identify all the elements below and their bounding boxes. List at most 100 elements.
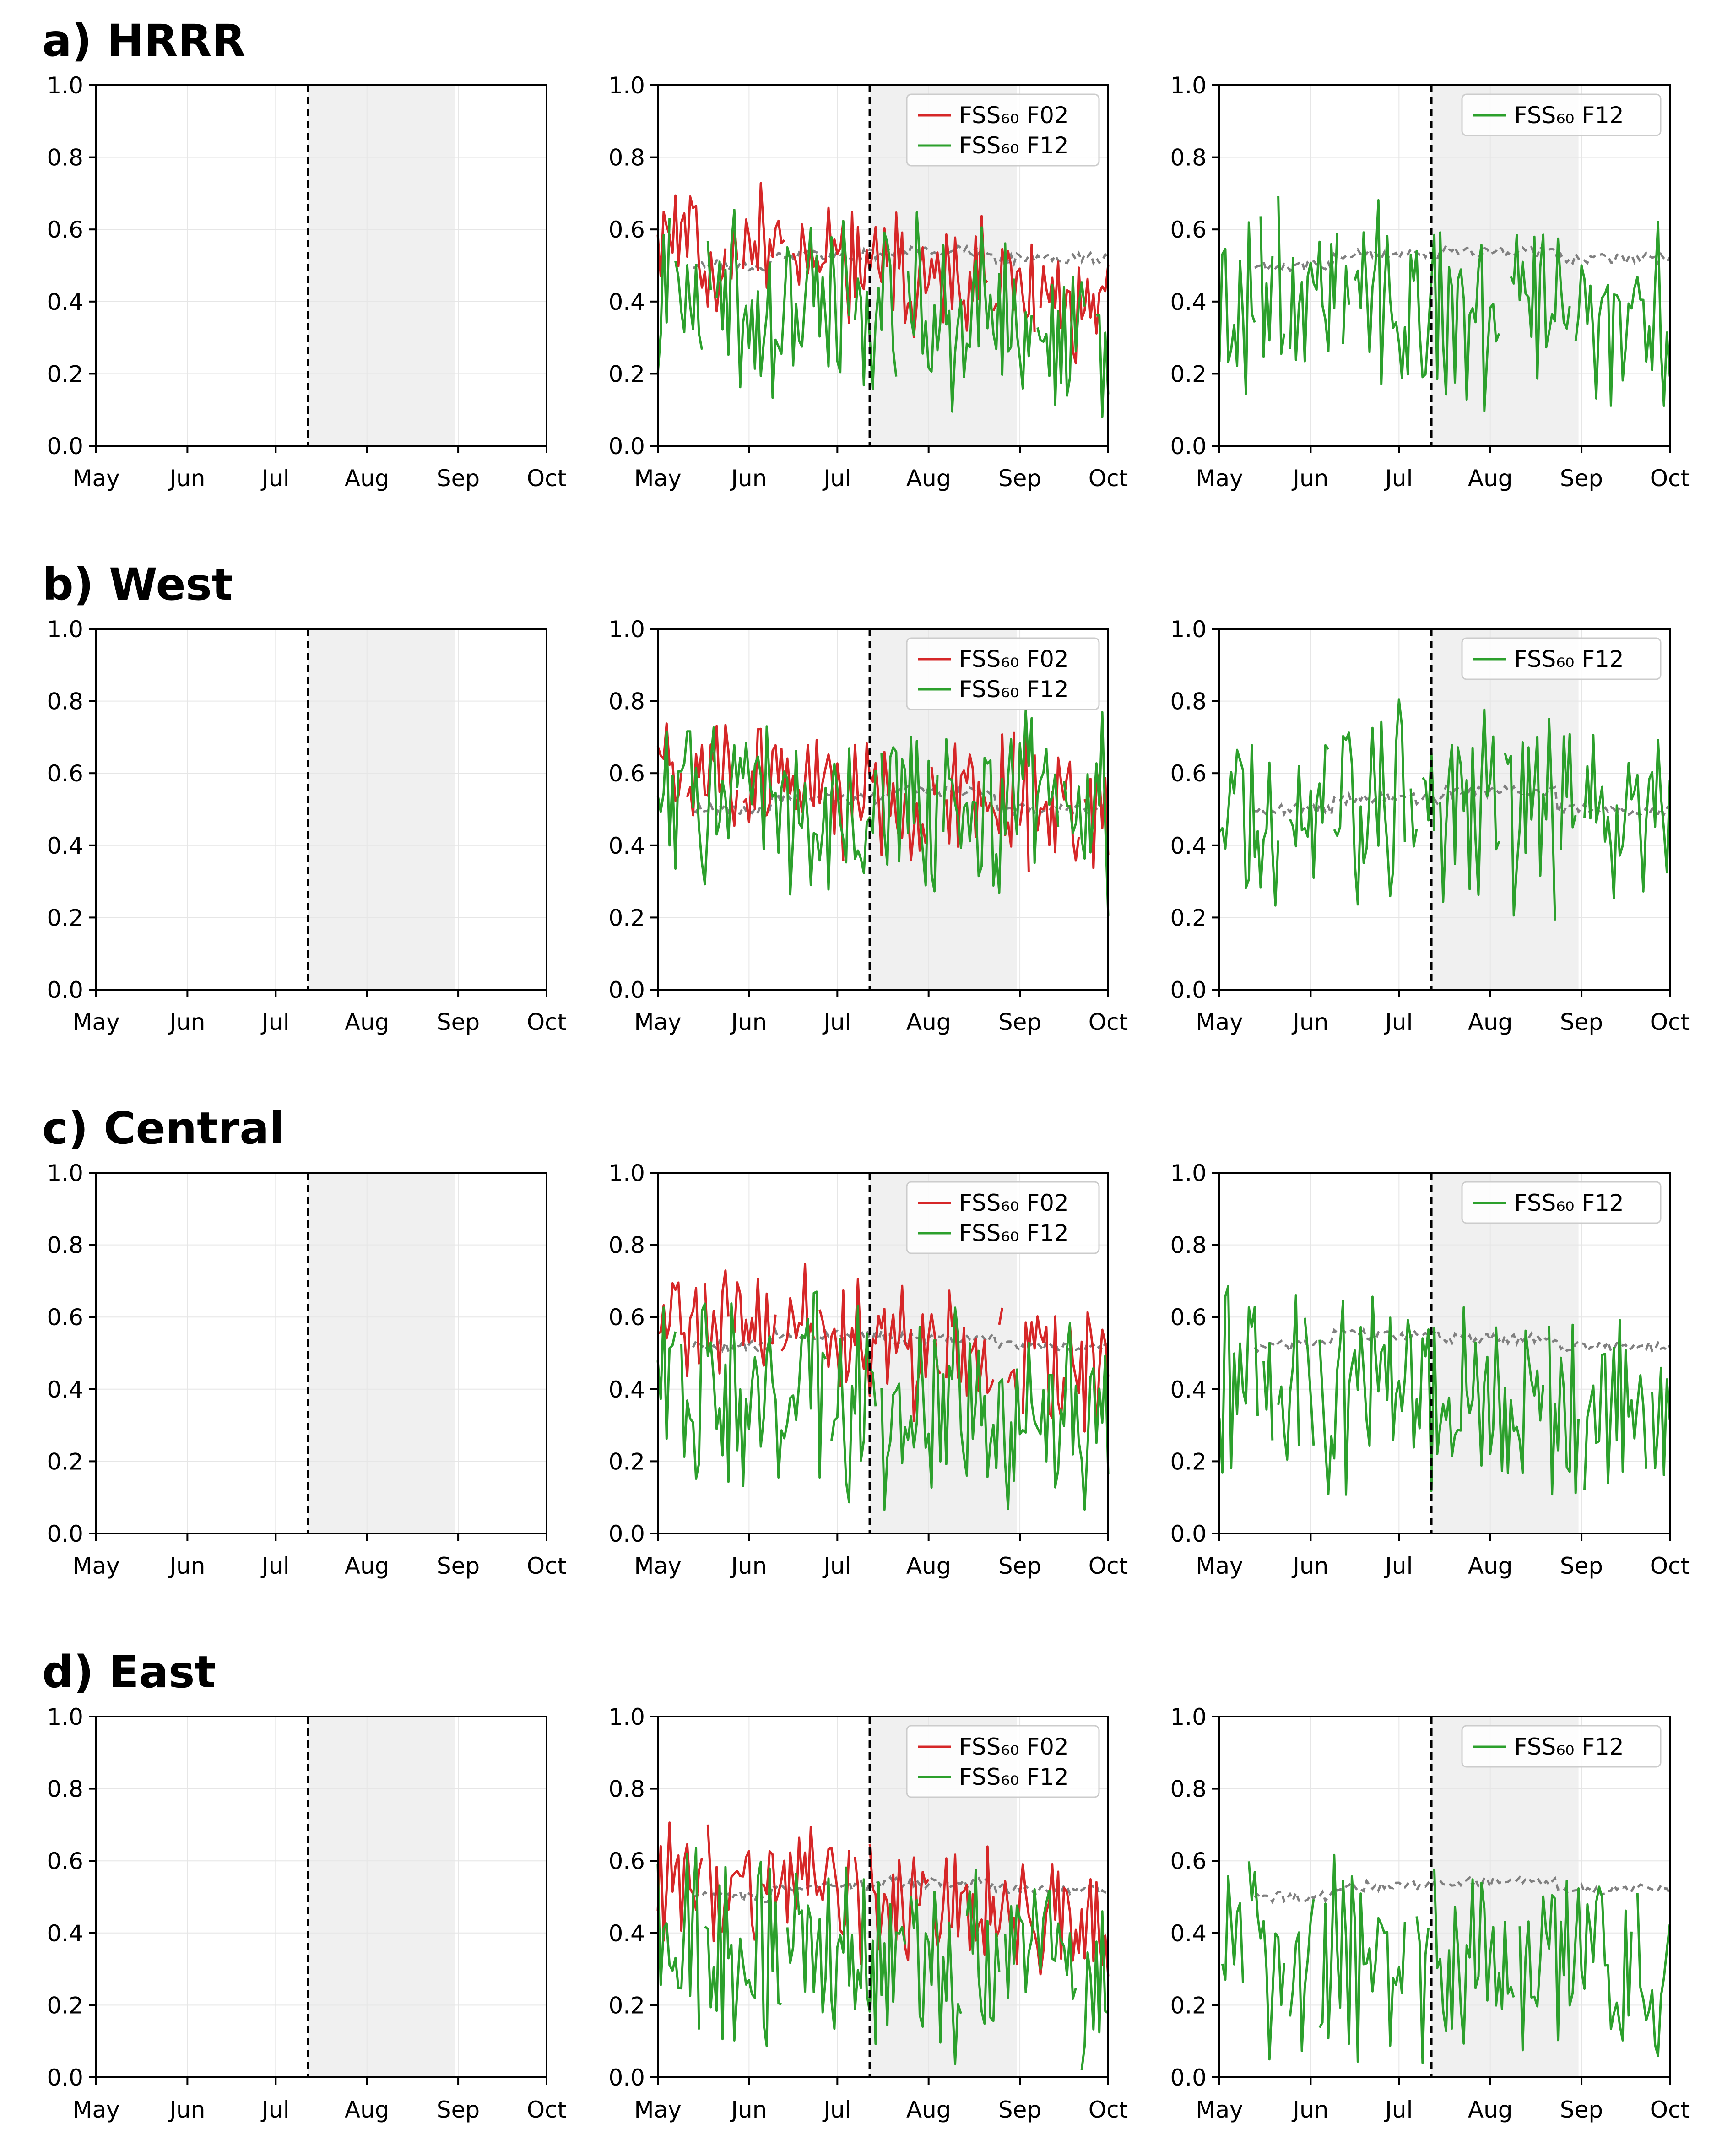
- panel-r0-c2: 0.0 0.2 0.4 0.6 0.8 1.0 May Jun Jul Aug Sep Oct FSS₆…: [1170, 72, 1690, 492]
- series-f12-line: [1318, 1295, 1544, 1496]
- series-f02-line: [1068, 1311, 1110, 1435]
- legend-box: [1461, 637, 1662, 680]
- x-tick-label: May: [634, 1009, 681, 1035]
- x-tick-label: Oct: [1088, 2096, 1128, 2123]
- panel-r3-c2: 0.0 0.2 0.4 0.6 0.8 1.0 May Jun Jul Aug Sep Oct FSS₆…: [1170, 1704, 1690, 2123]
- series-f12-line: [1342, 265, 1350, 344]
- x-tick-label: Oct: [1650, 2096, 1690, 2123]
- series-f12-line: [1548, 1323, 1580, 1496]
- x-tick-label: May: [1196, 2096, 1243, 2123]
- y-tick-label: 0.0: [1170, 1521, 1207, 1547]
- x-tick-label: Sep: [998, 1553, 1041, 1579]
- series-f12-line: [656, 725, 877, 896]
- series-f02-line: [945, 731, 1015, 848]
- y-tick-label: 0.2: [47, 905, 83, 931]
- series-f12-line: [1439, 708, 1500, 903]
- y-tick-label: 0.2: [1170, 1992, 1207, 2019]
- x-tick-label: Oct: [527, 465, 566, 492]
- y-tick-label: 0.4: [608, 833, 645, 859]
- y-tick-label: 0.8: [1170, 1776, 1207, 1803]
- x-tick-label: Jun: [168, 465, 205, 492]
- y-tick-label: 0.2: [1170, 1448, 1207, 1475]
- series-f12-line: [1409, 788, 1418, 848]
- shaded-period: [308, 1173, 455, 1533]
- x-tick-label: Jun: [1291, 1553, 1328, 1579]
- x-tick-label: May: [72, 2096, 119, 2123]
- legend-box: [1461, 1725, 1662, 1768]
- series-f12-line: [907, 211, 1033, 413]
- legend-box: [906, 1181, 1100, 1254]
- x-tick-label: Oct: [1088, 1553, 1128, 1579]
- y-tick-label: 0.0: [47, 1521, 83, 1547]
- x-tick-label: Oct: [527, 1553, 566, 1579]
- legend: FSS₆₀ F02 FSS₆₀ F12: [906, 1725, 1100, 1798]
- x-tick-label: Jun: [168, 1553, 205, 1579]
- x-tick-label: Aug: [906, 2096, 951, 2123]
- y-tick-label: 0.4: [47, 1376, 83, 1403]
- series-f12-line: [1518, 1880, 1633, 2052]
- y-tick-label: 0.4: [608, 1376, 645, 1403]
- series-f12-line: [1289, 744, 1329, 879]
- series-f12-line: [880, 736, 939, 893]
- series-f12-line: [1277, 1294, 1300, 1461]
- x-tick-label: May: [634, 465, 681, 492]
- series-f12-line: [1221, 1875, 1244, 1983]
- series-f12-line: [1096, 314, 1110, 418]
- series-f12-line: [656, 218, 671, 374]
- panel-r0-c0: 0.0 0.2 0.4 0.6 0.8 1.0 May Jun Jul Aug Sep Oct: [47, 72, 566, 492]
- y-tick-label: 0.2: [47, 1992, 83, 2019]
- series-f12-line: [656, 1847, 700, 2030]
- x-tick-label: Jun: [730, 1553, 767, 1579]
- series-f12-line: [830, 1305, 877, 1504]
- y-tick-label: 0.6: [608, 217, 645, 243]
- y-tick-label: 1.0: [47, 616, 83, 643]
- y-tick-label: 0.6: [1170, 217, 1207, 243]
- x-tick-label: Sep: [437, 2096, 480, 2123]
- panel-r1-c1: 0.0 0.2 0.4 0.6 0.8 1.0 May Jun Jul Aug Sep Oct FSS₆…: [608, 616, 1128, 1035]
- series-f12-line: [1560, 733, 1577, 850]
- y-tick-label: 0.8: [608, 688, 645, 715]
- y-tick-label: 0.0: [47, 977, 83, 1003]
- series-f12-line: [1651, 1366, 1671, 1476]
- legend-label: FSS₆₀ F12: [959, 132, 1069, 159]
- y-tick-label: 0.2: [1170, 905, 1207, 931]
- x-tick-label: Jun: [730, 2096, 767, 2123]
- series-f12-line: [1583, 1319, 1647, 1490]
- y-tick-label: 0.2: [608, 1448, 645, 1475]
- y-tick-label: 1.0: [1170, 1704, 1207, 1730]
- series-f12-line: [1277, 196, 1285, 355]
- y-tick-label: 1.0: [608, 72, 645, 99]
- y-tick-label: 1.0: [47, 72, 83, 99]
- legend-label: FSS₆₀ F12: [959, 1220, 1069, 1246]
- legend: FSS₆₀ F02 FSS₆₀ F12: [906, 93, 1100, 167]
- x-tick-label: Jul: [822, 1553, 851, 1579]
- x-tick-label: Aug: [345, 1553, 390, 1579]
- legend: FSS₆₀ F02 FSS₆₀ F12: [906, 1181, 1100, 1254]
- shaded-period: [308, 85, 455, 446]
- shaded-period: [308, 629, 455, 990]
- x-tick-label: May: [72, 465, 119, 492]
- x-tick-label: Sep: [437, 1009, 480, 1035]
- axes-frame: [95, 1716, 547, 2078]
- series-f12-line: [1333, 698, 1406, 906]
- x-tick-label: Sep: [1560, 2096, 1603, 2123]
- legend-label: FSS₆₀ F12: [959, 676, 1069, 703]
- y-tick-label: 0.6: [608, 760, 645, 787]
- axes-frame: [1218, 628, 1671, 991]
- series-f12-line: [1289, 1899, 1315, 2053]
- y-tick-label: 0.0: [608, 433, 645, 460]
- panel-r1-c2: 0.0 0.2 0.4 0.6 0.8 1.0 May Jun Jul Aug Sep Oct FSS₆…: [1170, 616, 1690, 1035]
- y-tick-label: 0.6: [47, 1304, 83, 1331]
- x-tick-label: Sep: [998, 465, 1041, 492]
- y-tick-label: 0.2: [47, 361, 83, 387]
- x-tick-label: Jul: [260, 1553, 289, 1579]
- legend-label: FSS₆₀ F02: [959, 646, 1069, 672]
- y-tick-label: 0.0: [47, 2064, 83, 2091]
- row-title-c: c) Central: [42, 1103, 284, 1154]
- series-f12-line: [1259, 216, 1274, 358]
- axes-frame: [657, 628, 1109, 991]
- legend: FSS₆₀ F12: [1461, 1725, 1662, 1768]
- x-tick-label: Jun: [1291, 1009, 1328, 1035]
- axes-frame: [657, 1172, 1109, 1534]
